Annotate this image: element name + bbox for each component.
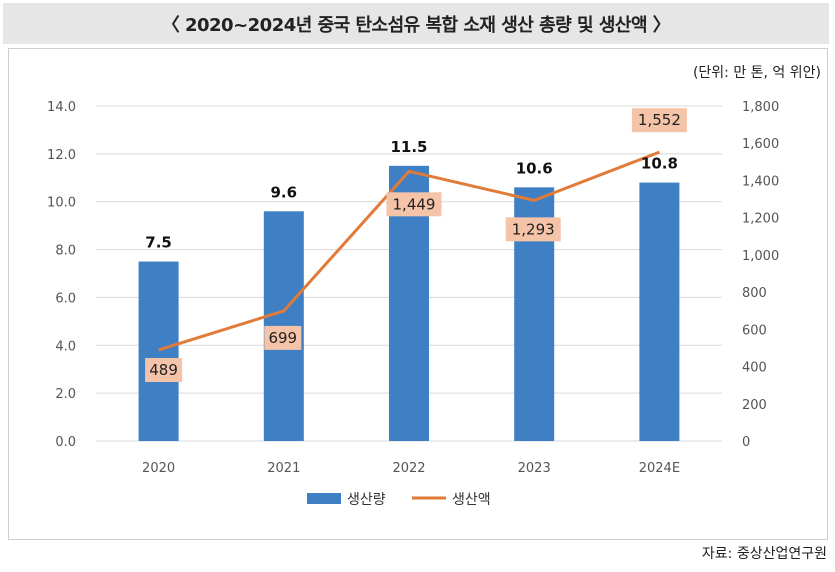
right-tick-label: 800 — [742, 286, 767, 301]
source-note: 자료: 중상산업연구원 — [701, 546, 827, 562]
bar-value-label: 9.6 — [271, 183, 298, 201]
left-tick-label: 14.0 — [47, 100, 76, 115]
line-series — [158, 150, 660, 352]
unit-note: (단위: 만 톤, 억 위안) — [692, 65, 821, 81]
category-label: 2022 — [392, 461, 425, 476]
category-label: 2024E — [639, 461, 680, 476]
line-value-label: 1,449 — [386, 192, 442, 217]
chart-title-bar: 〈 2020~2024년 중국 탄소섬유 복합 소재 생산 총량 및 생산액 〉 — [3, 3, 829, 44]
right-tick-label: 600 — [742, 323, 767, 338]
line-label-text: 1,449 — [393, 195, 436, 213]
left-tick-label: 12.0 — [47, 148, 76, 163]
line-label-text: 1,552 — [638, 111, 681, 129]
left-tick-label: 2.0 — [55, 387, 76, 402]
line-value-label: 1,293 — [505, 217, 561, 242]
bar-value-label: 11.5 — [390, 138, 427, 156]
left-tick-label: 10.0 — [47, 196, 76, 211]
right-tick-label: 400 — [742, 361, 767, 376]
right-tick-label: 1,400 — [742, 174, 779, 189]
line-value-label: 489 — [145, 357, 183, 382]
left-tick-label: 4.0 — [55, 339, 76, 354]
line-label-text: 699 — [268, 329, 297, 347]
bar-value-label: 10.6 — [516, 159, 553, 177]
right-tick-label: 0 — [742, 435, 750, 450]
line-value-label: 1,552 — [631, 108, 687, 133]
line-label-text: 1,293 — [512, 220, 555, 238]
bar-value-label: 7.5 — [145, 234, 172, 252]
category-axis: 2020 2021 2022 2023 2024E — [142, 461, 680, 476]
bar-2020 — [138, 261, 179, 441]
left-tick-label: 0.0 — [55, 435, 76, 450]
legend-bar-label: 생산량 — [347, 492, 386, 508]
category-label: 2023 — [518, 461, 551, 476]
legend: 생산량 생산액 — [307, 492, 491, 508]
left-tick-label: 6.0 — [55, 291, 76, 306]
right-axis-ticks: 0 200 400 600 800 1,000 1,200 1,400 1,600 1,800 — [742, 100, 779, 450]
bar-value-label: 10.8 — [641, 155, 678, 173]
line-label-box — [505, 217, 561, 242]
data-labels: 7.5 9.6 11.5 10.6 10.8 489 699 1,449 1,293 1,552 — [145, 108, 687, 382]
left-axis-ticks: 0.0 2.0 4.0 6.0 8.0 10.0 12.0 14.0 — [47, 100, 76, 450]
legend-line-label: 생산액 — [452, 492, 491, 508]
line-production-value — [158, 150, 660, 352]
right-tick-label: 200 — [742, 398, 767, 413]
right-tick-label: 1,600 — [742, 137, 779, 152]
left-tick-label: 8.0 — [55, 244, 76, 259]
legend-bar-swatch — [307, 493, 341, 504]
chart-title: 〈 2020~2024년 중국 탄소섬유 복합 소재 생산 총량 및 생산액 〉 — [161, 14, 671, 36]
bar-2024E — [639, 182, 680, 442]
right-tick-label: 1,800 — [742, 100, 779, 115]
line-label-box — [264, 325, 302, 350]
right-tick-label: 1,000 — [742, 249, 779, 264]
category-label: 2020 — [142, 461, 175, 476]
line-label-box — [631, 108, 687, 133]
category-label: 2021 — [267, 461, 300, 476]
line-label-box — [145, 357, 183, 382]
line-label-text: 489 — [149, 361, 178, 379]
line-value-label: 699 — [264, 325, 302, 350]
right-tick-label: 1,200 — [742, 212, 779, 227]
line-label-box — [386, 192, 442, 217]
